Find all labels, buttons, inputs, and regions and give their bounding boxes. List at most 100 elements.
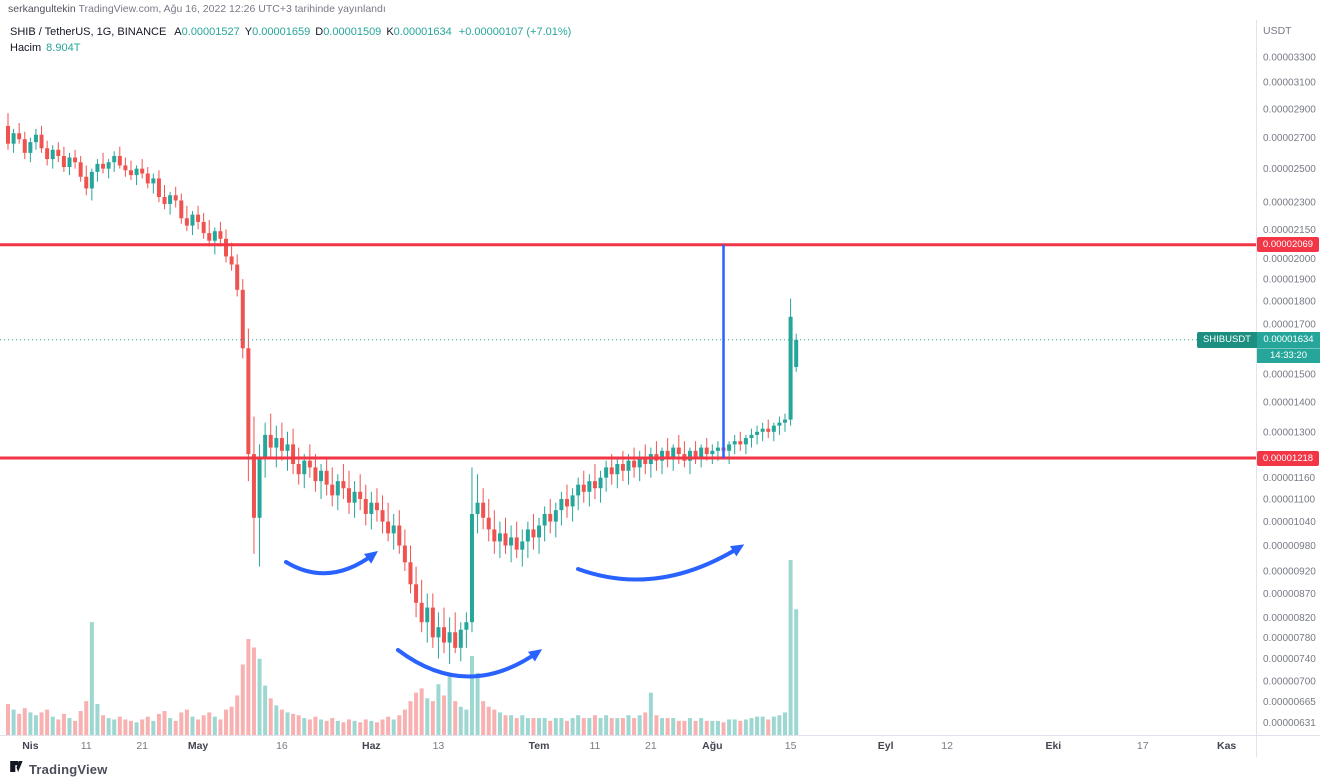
volume-bar — [117, 716, 122, 735]
volume-bar — [112, 719, 117, 735]
footer-branding[interactable]: TradingView — [9, 759, 108, 779]
volume-bar — [28, 712, 33, 735]
symbol-legend-row[interactable]: SHIB / TetherUS, 1G, BINANCE A0.00001527… — [10, 24, 571, 40]
candle-body — [581, 484, 586, 492]
volume-bar — [17, 713, 22, 735]
volume-bar — [514, 718, 519, 735]
candle-body — [565, 499, 569, 507]
candle-body — [78, 162, 83, 177]
volume-bar — [777, 715, 782, 735]
volume-bar — [548, 720, 553, 735]
price-tick-label: 0.00000740 — [1263, 654, 1316, 665]
volume-bar — [436, 684, 441, 735]
trend-arrow-drawing[interactable] — [284, 550, 378, 576]
volume-bar — [251, 647, 256, 735]
candle-body — [676, 447, 681, 455]
volume-bar — [67, 718, 72, 735]
candle-body — [352, 491, 357, 503]
volume-bar — [447, 675, 452, 735]
volume-label: Hacim — [10, 42, 42, 54]
candle-body — [430, 607, 435, 638]
symbol-title[interactable]: SHIB / TetherUS, 1G, BINANCE — [10, 26, 167, 38]
price-tick-label: 0.00000870 — [1263, 589, 1316, 600]
price-tick-label: 0.00000780 — [1263, 633, 1316, 644]
level-price-label[interactable]: 0.00002069 — [1257, 237, 1319, 253]
trend-arrow-drawing[interactable] — [396, 648, 543, 679]
candle-body — [112, 155, 117, 163]
volume-bar — [78, 711, 83, 735]
volume-bar — [481, 701, 486, 735]
volume-bar — [676, 720, 681, 735]
candle-body — [458, 629, 463, 648]
volume-bar — [442, 695, 447, 735]
volume-bar — [173, 720, 178, 735]
candle-body — [486, 517, 491, 530]
candle-body — [296, 464, 301, 475]
volume-bar — [56, 719, 61, 735]
candle-body — [604, 467, 609, 478]
price-tick-label: 0.00002900 — [1263, 104, 1316, 115]
time-axis-day-label: 21 — [645, 740, 657, 752]
ohlc-close: K0.00001634 — [386, 26, 451, 38]
time-axis-month-label: Haz — [362, 740, 381, 752]
level-price-label[interactable]: 0.00001218 — [1257, 450, 1319, 466]
volume-bar — [386, 716, 391, 735]
candle-body — [335, 481, 340, 496]
candle-body — [162, 196, 167, 204]
candle-body — [514, 537, 519, 550]
volume-bar — [565, 720, 569, 735]
volume-bar — [263, 685, 268, 735]
volume-legend-row[interactable]: Hacim 8.904T — [10, 40, 571, 56]
time-axis-month-label: May — [188, 740, 209, 752]
price-tick-label: 0.00003100 — [1263, 78, 1316, 89]
volume-bar — [352, 720, 357, 735]
volume-bar — [771, 716, 776, 735]
candle-body — [123, 165, 128, 171]
candle-body — [743, 438, 748, 445]
volume-bar — [346, 719, 351, 735]
ohlc-open: A0.00001527 — [174, 26, 239, 38]
volume-bar — [414, 692, 419, 735]
volume-bar — [660, 718, 665, 735]
volume-bar — [84, 701, 89, 735]
candle-body — [687, 450, 692, 461]
volume-bar — [358, 722, 363, 735]
volume-bar — [128, 720, 133, 735]
candle-body — [106, 162, 111, 169]
last-price-badge[interactable]: SHIBUSDT 0.00001634 — [1196, 331, 1320, 348]
ohlc-value: 0.00001659 — [252, 26, 311, 38]
change-value: +0.00000107 (+7.01%) — [458, 26, 572, 38]
volume-bar — [794, 609, 799, 735]
volume-bar — [592, 715, 597, 735]
ohlc-value: 0.00001634 — [393, 26, 452, 38]
time-axis-day-label: 13 — [433, 740, 445, 752]
trend-arrow-drawing[interactable] — [576, 544, 745, 582]
volume-bar — [168, 718, 173, 735]
time-axis[interactable]: Nis 11 21 May 16 Haz 13 Tem 11 21 Ağu 15 Eyl 12 Eki 17 K… — [22, 740, 1236, 752]
time-axis-month-label: Tem — [529, 740, 550, 752]
volume-bar — [380, 719, 385, 735]
candle-body — [699, 447, 704, 458]
price-axis[interactable]: 0.00003300 0.00003100 0.00002900 0.00002700… — [1263, 52, 1316, 729]
candle-body — [184, 218, 189, 226]
candle-body — [117, 155, 122, 166]
ohlc-letter: D — [315, 26, 324, 38]
candle-body — [497, 533, 502, 542]
volume-bar — [240, 664, 245, 735]
volume-bar — [285, 712, 290, 735]
candle-body — [464, 622, 469, 630]
volume-bar — [319, 719, 324, 735]
volume-bar — [743, 719, 748, 735]
candle-body — [537, 525, 542, 538]
candle-body — [386, 521, 391, 534]
symbol-badge[interactable]: SHIBUSDT — [1196, 331, 1257, 348]
candle-body — [693, 450, 698, 458]
candle-body — [408, 562, 413, 585]
price-tick-label: 0.00001700 — [1263, 319, 1316, 330]
time-axis-day-label: 16 — [276, 740, 288, 752]
volume-bar — [184, 709, 189, 735]
volume-bar — [760, 716, 765, 735]
volume-bar — [45, 709, 50, 735]
volume-bar — [397, 715, 402, 735]
